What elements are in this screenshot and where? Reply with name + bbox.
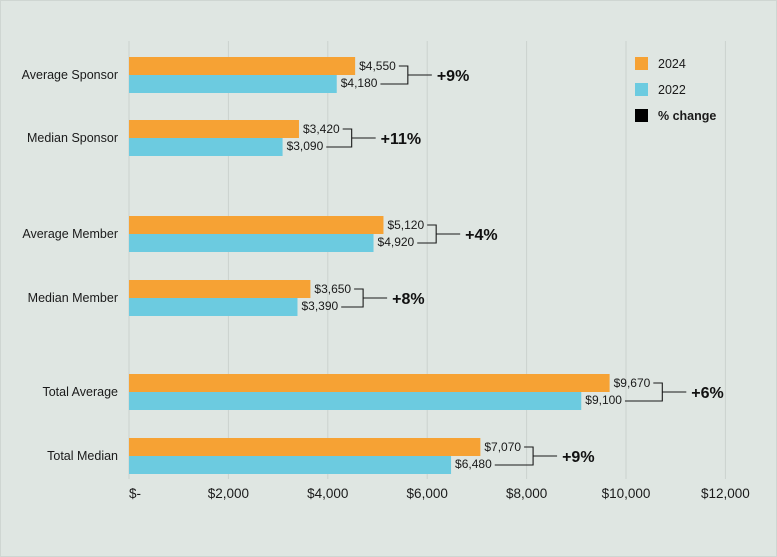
bar-2022 bbox=[129, 138, 283, 156]
bar-2024 bbox=[129, 438, 481, 456]
x-tick-label: $12,000 bbox=[701, 486, 750, 501]
value-label-2022: $6,480 bbox=[455, 457, 492, 471]
bracket-connector bbox=[326, 128, 376, 148]
category-label: Average Sponsor bbox=[22, 68, 118, 82]
annotations-layer: $4,550 $4,180 +9% $3,420 $3,090 +11% $5,120 $4,… bbox=[287, 59, 724, 471]
category-label: Total Median bbox=[47, 449, 118, 463]
value-label-2024: $3,420 bbox=[303, 122, 340, 136]
value-label-2024: $4,550 bbox=[359, 59, 396, 73]
x-tick-label: $2,000 bbox=[208, 486, 249, 501]
pct-change-label: +11% bbox=[381, 131, 421, 148]
gridlines bbox=[128, 41, 726, 479]
bar-2022 bbox=[129, 234, 374, 252]
legend-label: 2022 bbox=[658, 83, 686, 97]
x-tick-label: $6,000 bbox=[407, 486, 448, 501]
bar-2022 bbox=[129, 298, 298, 316]
bar-2022 bbox=[129, 392, 582, 410]
x-tick-label: $8,000 bbox=[506, 486, 547, 501]
x-tick-label: $- bbox=[129, 486, 141, 501]
category-label: Median Sponsor bbox=[27, 131, 118, 145]
value-label-2022: $3,390 bbox=[301, 299, 338, 313]
bar-2022 bbox=[129, 75, 337, 93]
pct-change-label: +6% bbox=[691, 385, 723, 402]
bracket-connector bbox=[494, 446, 558, 466]
pct-change-label: +8% bbox=[392, 291, 424, 308]
bars-layer bbox=[129, 57, 610, 474]
value-label-2022: $3,090 bbox=[287, 139, 324, 153]
legend-swatch bbox=[635, 57, 648, 70]
bar-2024 bbox=[129, 120, 299, 138]
bracket-connector bbox=[624, 382, 687, 402]
category-label: Average Member bbox=[22, 227, 118, 241]
pct-change-label: +9% bbox=[562, 449, 594, 466]
bar-2024 bbox=[129, 374, 610, 392]
x-tick-label: $4,000 bbox=[307, 486, 348, 501]
legend-swatch bbox=[635, 109, 648, 122]
pct-change-label: +9% bbox=[437, 68, 469, 85]
y-axis: Average Sponsor Median Sponsor Average Mem… bbox=[22, 68, 118, 463]
bar-2024 bbox=[129, 280, 311, 298]
bracket-connector bbox=[341, 288, 388, 308]
legend: 2024 2022 % change bbox=[635, 57, 716, 123]
bar-2022 bbox=[129, 456, 452, 474]
bracket-connector bbox=[380, 65, 432, 85]
pct-change-label: +4% bbox=[465, 227, 497, 244]
bar-2024 bbox=[129, 57, 356, 75]
legend-label: % change bbox=[658, 109, 716, 123]
legend-swatch bbox=[635, 83, 648, 96]
category-label: Total Average bbox=[42, 385, 118, 399]
x-tick-label: $10,000 bbox=[602, 486, 651, 501]
category-label: Median Member bbox=[28, 291, 118, 305]
x-axis: $- $2,000 $4,000 $6,000 $8,000 $10,000 $12,000 bbox=[129, 486, 750, 501]
bar-2024 bbox=[129, 216, 384, 234]
value-label-2024: $9,670 bbox=[614, 376, 651, 390]
value-label-2024: $5,120 bbox=[387, 218, 424, 232]
value-label-2024: $7,070 bbox=[484, 440, 521, 454]
bracket-connector bbox=[417, 224, 461, 244]
value-label-2022: $9,100 bbox=[585, 393, 622, 407]
legend-label: 2024 bbox=[658, 57, 686, 71]
value-label-2022: $4,920 bbox=[378, 235, 415, 249]
value-label-2024: $3,650 bbox=[314, 282, 351, 296]
value-label-2022: $4,180 bbox=[341, 76, 378, 90]
